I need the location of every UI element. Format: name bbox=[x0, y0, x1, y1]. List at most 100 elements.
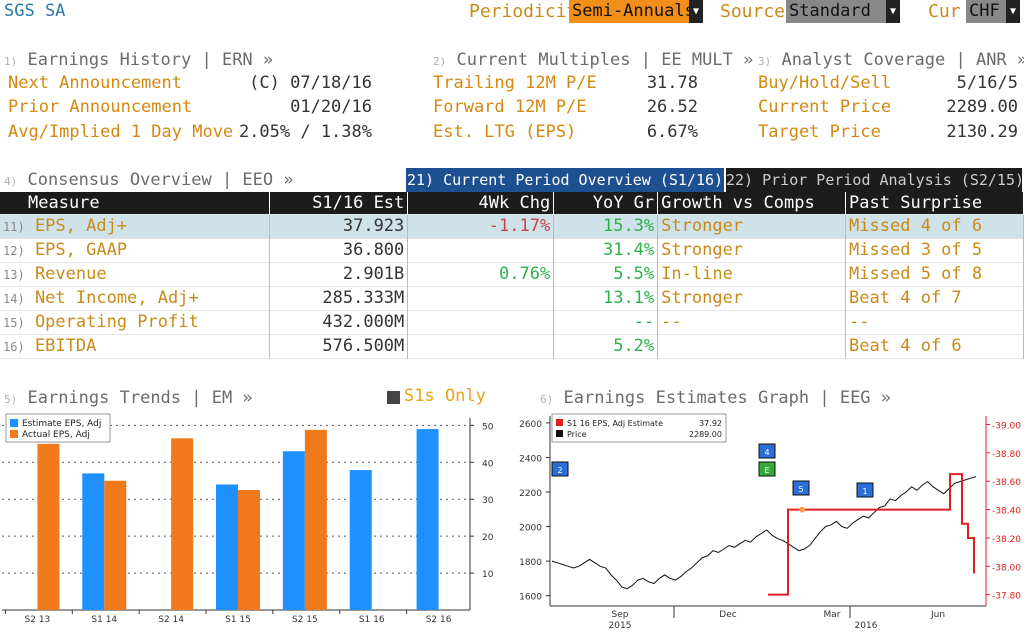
implied-move-label: Avg/Implied 1 Day Move bbox=[8, 122, 234, 142]
table-row[interactable]: 11) EPS, Adj+ 37.923 -1.17% 15.3% Strong… bbox=[0, 214, 1024, 238]
next-announcement-label: Next Announcement bbox=[8, 73, 182, 93]
legend-label: Price bbox=[567, 430, 587, 439]
checkbox-icon[interactable] bbox=[387, 391, 400, 404]
col-4wk-chg: 4Wk Chg bbox=[407, 192, 555, 214]
estimate-cell: 432.000M bbox=[269, 310, 409, 334]
buy-hold-sell-value: 5/16/5 bbox=[956, 73, 1018, 93]
legend-value: 2289.00 bbox=[689, 430, 722, 439]
source-dropdown[interactable]: Standard bbox=[786, 0, 886, 23]
col-past-surprise: Past Surprise bbox=[845, 192, 1024, 214]
bar bbox=[349, 470, 372, 610]
table-row[interactable]: 14) Net Income, Adj+ 285.333M 13.1% Stro… bbox=[0, 286, 1024, 310]
surprise-cell: Missed 4 of 6 bbox=[845, 214, 1024, 238]
x-tick-label: S2 14 bbox=[158, 615, 184, 625]
surprise-cell: Beat 4 of 7 bbox=[845, 286, 1024, 310]
marker-box bbox=[551, 461, 569, 477]
row-number: 16) bbox=[3, 340, 25, 354]
marker-box bbox=[856, 482, 874, 498]
row-number: 15) bbox=[3, 316, 25, 330]
measure-name: EPS, Adj+ bbox=[34, 216, 128, 236]
measure-name: Revenue bbox=[34, 264, 107, 284]
estimate-point bbox=[799, 506, 805, 513]
bar bbox=[216, 484, 238, 610]
tab-prior-period[interactable]: 22) Prior Period Analysis (S2/15) bbox=[726, 168, 1024, 192]
comps-cell: Stronger bbox=[657, 214, 847, 238]
estimate-cell: 576.500M bbox=[269, 334, 409, 358]
year-label: 2015 bbox=[609, 621, 632, 631]
currency-dropdown[interactable]: CHF bbox=[966, 0, 1006, 23]
periodicity-dropdown[interactable]: Semi-Annuals bbox=[569, 0, 695, 23]
yoy-cell: 15.3% bbox=[553, 214, 659, 238]
bar bbox=[304, 429, 327, 610]
col-estimate: S1/16 Est bbox=[269, 192, 409, 214]
y-tick-label: 2400 bbox=[519, 454, 542, 464]
y-tick-label: -37.80 bbox=[992, 592, 1021, 602]
chg-cell bbox=[407, 286, 555, 310]
legend-swatch bbox=[556, 419, 563, 426]
s1s-only-toggle[interactable]: S1s Only bbox=[404, 386, 486, 406]
x-tick-label: Sep bbox=[612, 610, 629, 620]
estimate-cell: 36.800 bbox=[269, 238, 409, 262]
legend-swatch bbox=[10, 419, 18, 427]
chevron-down-icon[interactable]: ▼ bbox=[1006, 0, 1020, 23]
y-tick-label: 1600 bbox=[519, 593, 542, 603]
bar bbox=[171, 438, 194, 610]
periodicity-label: Periodicity bbox=[469, 1, 589, 22]
chart-legend: S1 16 EPS, Adj Estimate 37.92 Price 2289.00 bbox=[551, 413, 727, 443]
event-marker-icon: E bbox=[758, 461, 776, 477]
y-tick-label: 1800 bbox=[519, 558, 542, 568]
bar bbox=[37, 443, 60, 610]
bar bbox=[416, 429, 439, 610]
comps-cell: Stronger bbox=[657, 286, 847, 310]
x-tick-label: Dec bbox=[719, 610, 736, 620]
table-row[interactable]: 12) EPS, GAAP 36.800 31.4% Stronger Miss… bbox=[0, 238, 1024, 262]
marker-label: 4 bbox=[764, 448, 769, 457]
event-marker-icon: 4 bbox=[758, 443, 776, 459]
y-tick-label: 50 bbox=[482, 422, 494, 432]
consensus-overview-link[interactable]: 4) Consensus Overview | EEO » bbox=[4, 170, 294, 190]
y-tick-label: -38.40 bbox=[992, 507, 1021, 517]
bar bbox=[104, 480, 127, 610]
analyst-coverage-link[interactable]: 3) Analyst Coverage | ANR » bbox=[758, 50, 1024, 70]
row-number: 13) bbox=[3, 268, 25, 282]
yoy-cell: 5.2% bbox=[553, 334, 659, 358]
x-tick-label: S2 16 bbox=[426, 615, 452, 625]
table-row[interactable]: 15) Operating Profit 432.000M -- -- -- bbox=[0, 310, 1024, 334]
chg-cell: 0.76% bbox=[407, 262, 555, 286]
bar bbox=[238, 490, 260, 610]
y-tick-label: 40 bbox=[482, 459, 494, 469]
tab-current-period[interactable]: 21) Current Period Overview (S1/16) bbox=[406, 168, 724, 192]
estimate-line bbox=[768, 473, 975, 596]
forward-pe-label: Forward 12M P/E bbox=[433, 97, 587, 117]
earnings-trends-chart: 10 20 30 40 50 S2 13 S1 14 S2 14 S1 15 S2 15 S1 16… bbox=[2, 413, 494, 625]
row-number: 11) bbox=[3, 220, 25, 234]
price-line bbox=[551, 476, 977, 590]
earnings-estimates-graph-link[interactable]: 6) Earnings Estimates Graph | EEG » bbox=[540, 388, 892, 408]
chevron-down-icon[interactable]: ▼ bbox=[886, 0, 900, 23]
currency-label: Cur bbox=[928, 1, 961, 22]
chevron-down-icon[interactable]: ▼ bbox=[689, 0, 703, 23]
x-tick-label: Jun bbox=[930, 610, 945, 620]
prior-announcement-label: Prior Announcement bbox=[8, 97, 193, 117]
x-tick-label: S2 13 bbox=[25, 615, 51, 625]
earnings-history-link[interactable]: 1) Earnings History | ERN » bbox=[4, 50, 274, 70]
table-row[interactable]: 16) EBITDA 576.500M 5.2% Beat 4 of 6 bbox=[0, 334, 1024, 358]
forward-pe-value: 26.52 bbox=[646, 97, 698, 117]
y-tick-label: -38.00 bbox=[992, 563, 1021, 573]
y-tick-label: 10 bbox=[482, 570, 494, 580]
yoy-cell: 5.5% bbox=[553, 262, 659, 286]
current-multiples-link[interactable]: 2) Current Multiples | EE MULT » bbox=[433, 50, 754, 70]
marker-box bbox=[758, 461, 776, 477]
marker-label: 2 bbox=[557, 466, 562, 475]
row-number: 14) bbox=[3, 292, 25, 306]
buy-hold-sell-label: Buy/Hold/Sell bbox=[758, 73, 892, 93]
legend-swatch bbox=[10, 430, 18, 438]
earnings-trends-link[interactable]: 5) Earnings Trends | EM » bbox=[4, 388, 253, 408]
y-tick-label: 2600 bbox=[519, 420, 542, 430]
legend-swatch bbox=[556, 430, 563, 437]
table-row[interactable]: 13) Revenue 2.901B 0.76% 5.5% In-line Mi… bbox=[0, 262, 1024, 286]
measure-name: EBITDA bbox=[34, 336, 97, 356]
y-tick-label: -38.20 bbox=[992, 535, 1021, 545]
earnings-estimates-chart: 1600 1800 2000 2200 2400 2600 -37.80 -38.00 -38.… bbox=[519, 413, 1021, 631]
